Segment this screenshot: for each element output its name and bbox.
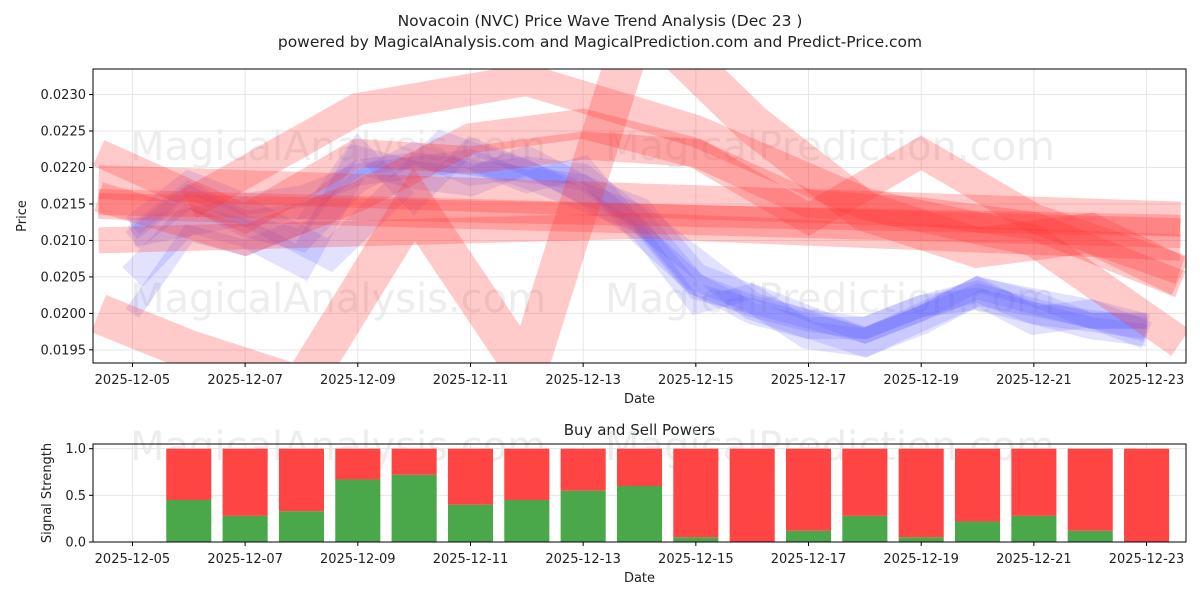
y-tick-label: 1.0 [65,442,86,457]
sell-power-bar [447,448,494,505]
x-axis-label: Date [624,392,655,407]
sell-power-bar [1124,448,1170,542]
buy-power-bar [447,504,494,542]
y-tick-label: 0.0230 [41,88,87,103]
subplot-title: Buy and Sell Powers [564,421,716,439]
buy-power-bar [1067,530,1113,542]
y-tick-label: 0.0225 [41,125,87,140]
y-axis-label: Signal Strength [40,443,55,543]
x-tick-label: 2025-12-11 [433,552,509,567]
sell-power-bar [560,448,606,491]
sell-power-bar [391,448,437,475]
x-axis-label: Date [624,571,655,586]
sell-power-bar [278,448,324,512]
sell-power-bar [1067,448,1113,531]
x-tick-label: 2025-12-13 [545,373,621,388]
sell-power-bar [842,448,888,516]
price-wave-band [125,133,1147,344]
x-tick-label: 2025-12-19 [883,373,959,388]
buy-power-bar [391,474,437,542]
sell-power-bar [785,448,832,531]
x-tick-label: 2025-12-23 [1109,373,1185,388]
buy-power-bar [166,500,212,542]
trend-wave-band [93,131,1186,298]
chart-subtitle: powered by MagicalAnalysis.com and Magic… [278,33,922,51]
x-tick-label: 2025-12-11 [433,373,509,388]
trend-wave-band [98,165,1181,236]
y-tick-label: 0.0 [65,536,86,551]
x-tick-label: 2025-12-19 [883,552,959,567]
buy-power-bar [222,515,268,542]
x-tick-label: 2025-12-21 [996,552,1072,567]
buy-power-bar [673,537,719,542]
plot-area [93,69,1186,363]
chart-title: Novacoin (NVC) Price Wave Trend Analysis… [398,12,803,30]
price-wave-band [125,148,1149,340]
watermark-text: MagicalPrediction.com [605,276,1055,322]
price-wave-band [122,143,1151,357]
buy-power-bar [616,486,663,542]
buy-power-bar [785,530,832,542]
price-wave-band [129,129,1152,358]
plot-frame [92,443,1187,543]
series-layer [93,69,1186,363]
x-tick-label: 2025-12-09 [320,373,396,388]
sell-power-bar [1011,448,1057,516]
buy-power-bar [955,521,1001,542]
x-tick-label: 2025-12-07 [207,552,283,567]
x-tick-label: 2025-12-15 [658,373,734,388]
y-tick-label: 0.0210 [41,234,87,249]
y-tick-label: 0.0205 [41,270,87,285]
sell-power-bar [955,448,1001,522]
x-tick-label: 2025-12-13 [545,552,621,567]
sell-power-bar [166,448,212,500]
sell-power-bar [222,448,268,516]
x-tick-label: 2025-12-17 [771,552,847,567]
sell-power-bar [729,448,775,542]
x-tick-label: 2025-12-21 [996,373,1072,388]
x-tick-label: 2025-12-05 [95,552,171,567]
y-tick-label: 0.0200 [41,307,87,322]
buy-power-bar [504,500,550,542]
sell-power-bar [898,448,944,538]
buy-power-bar [278,511,324,542]
price-wave-band [125,140,1149,347]
watermark-text: MagicalAnalysis.com [130,276,546,322]
y-tick-label: 0.0195 [41,343,87,358]
buy-power-bar [335,479,381,542]
trend-wave-band [180,69,1186,356]
trend-wave-band [93,69,1186,363]
buy-power-bar [842,515,888,542]
price-panel: MagicalAnalysis.com MagicalPrediction.com… [15,68,1187,407]
watermark-text: MagicalPrediction.com [605,124,1055,170]
x-tick-label: 2025-12-07 [207,373,283,388]
sell-power-bar [673,448,719,538]
y-tick-label: 0.0220 [41,161,87,176]
x-tick-label: 2025-12-09 [320,552,396,567]
trend-wave-band [94,108,1186,284]
y-tick-label: 0.0215 [41,197,87,212]
sell-power-bar [504,448,550,500]
x-tick-label: 2025-12-15 [658,552,734,567]
sell-power-bar [616,448,663,486]
buy-power-bar [898,537,944,542]
trend-wave-band [98,212,1181,261]
buy-power-bar [560,490,606,542]
plot-frame [92,68,1187,364]
x-tick-label: 2025-12-05 [95,373,171,388]
x-tick-label: 2025-12-17 [771,373,847,388]
y-axis-label: Price [15,200,30,232]
x-tick-label: 2025-12-23 [1109,552,1185,567]
price-wave-band [127,152,1147,344]
buy-power-bar [1011,515,1057,542]
y-tick-label: 0.5 [65,489,86,504]
sell-power-bar [335,448,381,480]
watermark-text: MagicalAnalysis.com [130,124,546,170]
trend-wave-band [98,189,1181,249]
trend-wave-band [98,193,1181,237]
